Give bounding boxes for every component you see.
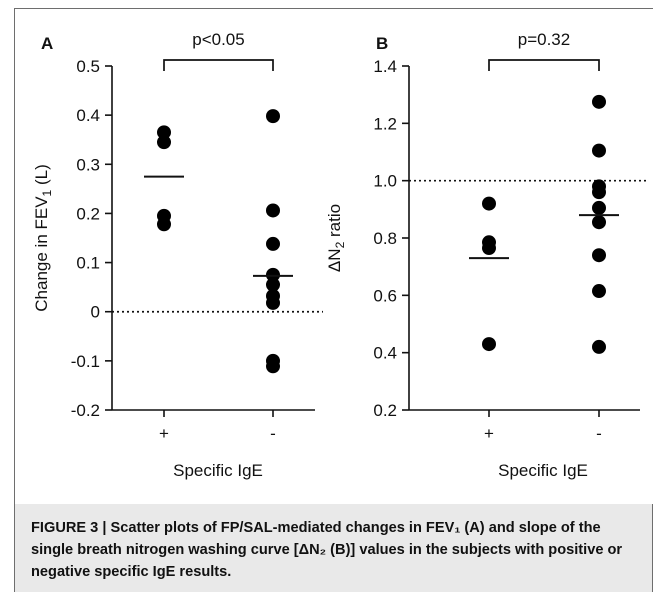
y-tick-label: 0.1	[76, 254, 100, 273]
data-point	[266, 203, 280, 218]
y-tick-label: 1.2	[373, 114, 397, 133]
y-tick-label: 0.4	[373, 344, 397, 363]
data-point	[592, 284, 606, 299]
y-tick-label: 1.4	[373, 57, 397, 76]
y-tick-label: 0.6	[373, 286, 397, 305]
data-point	[157, 217, 171, 232]
data-point	[592, 339, 606, 354]
chart-panel-a: A -0.2 -0.1 0 0.1 0.2 0.3 0.4 0.5 + -Specific IgE C…	[32, 30, 323, 480]
significance-bracket	[488, 59, 600, 71]
x-tick-label: +	[159, 424, 169, 443]
data-point	[266, 277, 280, 292]
y-tick-label: 0.4	[76, 106, 100, 125]
data-point	[266, 236, 280, 251]
data-point	[482, 337, 496, 352]
data-point	[266, 295, 280, 310]
y-axis-label: Change in FEV1 (L)	[32, 164, 54, 311]
caption-area: FIGURE 3 | Scatter plots of FP/SAL-media…	[15, 504, 652, 592]
y-tick-label: -0.1	[71, 352, 100, 371]
y-tick-label: 1.0	[373, 172, 397, 191]
x-tick-label: -	[596, 424, 602, 443]
y-tick-label: 0	[91, 303, 100, 322]
figure-frame: A -0.2 -0.1 0 0.1 0.2 0.3 0.4 0.5 + - Specific IgE C…	[14, 8, 654, 592]
significance-bracket	[163, 59, 274, 71]
y-tick-label: -0.2	[71, 401, 100, 420]
y-tick-label: 0.3	[76, 155, 100, 174]
significance-label: p=0.32	[518, 30, 570, 49]
x-axis-label: Specific IgE	[498, 461, 588, 480]
significance-label: p<0.05	[192, 30, 244, 49]
data-point	[592, 143, 606, 158]
x-tick-label: -	[270, 424, 276, 443]
data-point	[592, 248, 606, 263]
x-axis-label: Specific IgE	[173, 461, 263, 480]
panel-label: A	[41, 34, 53, 53]
x-tick-label: +	[484, 424, 494, 443]
data-point	[592, 94, 606, 109]
data-point	[482, 196, 496, 211]
chart-panel-b: B 0.2 0.4 0.6 0.8 1.0 1.2 1.4 + -Specific IgE ΔN2 …	[325, 30, 648, 480]
data-point	[157, 135, 171, 150]
y-axis-label: ΔN2 ratio	[325, 204, 347, 272]
data-point	[592, 200, 606, 215]
figure-3-charts: A-0.2-0.100.10.20.30.40.5+ -Specific IgEC…	[32, 30, 648, 480]
figure-caption: FIGURE 3 | Scatter plots of FP/SAL-media…	[31, 520, 623, 580]
data-point	[266, 109, 280, 124]
y-tick-label: 0.2	[76, 204, 100, 223]
plot-area: A -0.2 -0.1 0 0.1 0.2 0.3 0.4 0.5 + - Specific IgE C…	[15, 9, 654, 504]
data-point	[592, 215, 606, 230]
data-point	[157, 125, 171, 140]
data-point	[592, 185, 606, 200]
y-tick-label: 0.2	[373, 401, 397, 420]
data-point	[266, 359, 280, 374]
panel-label: B	[376, 34, 388, 53]
y-tick-label: 0.5	[76, 57, 100, 76]
data-point	[482, 241, 496, 256]
y-tick-label: 0.8	[373, 229, 397, 248]
